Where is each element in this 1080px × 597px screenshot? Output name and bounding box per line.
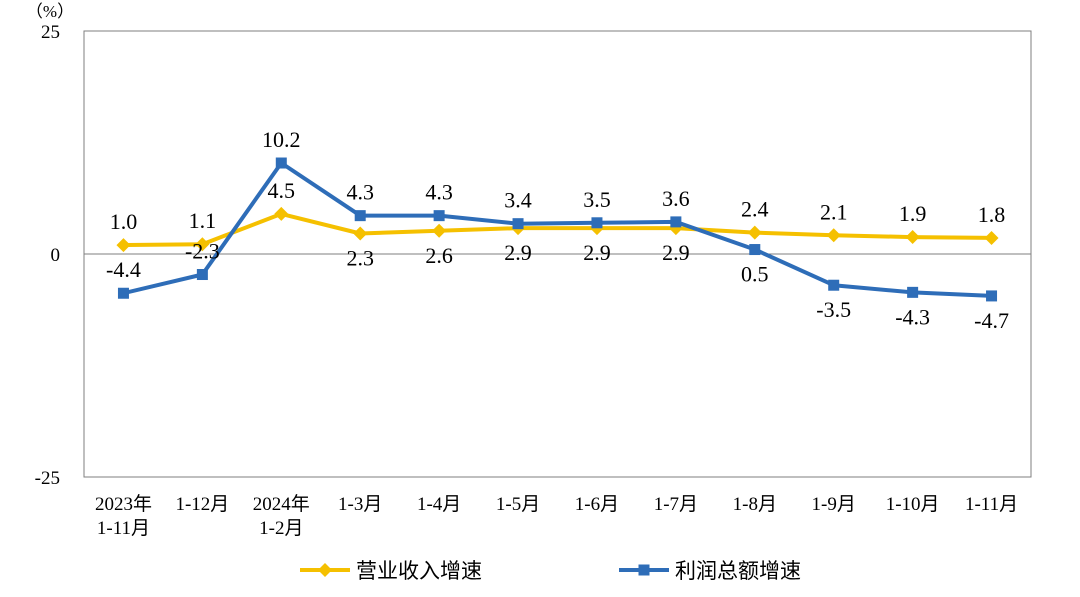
x-tick-label: 2024年 bbox=[253, 493, 310, 515]
series-line-1 bbox=[121, 161, 994, 298]
series-1-point bbox=[828, 279, 840, 291]
series-0-data-label: 1.1 bbox=[189, 208, 217, 233]
series-0-data-label: 2.9 bbox=[583, 240, 611, 265]
y-tick-label: -25 bbox=[35, 468, 60, 489]
series-1-data-label: 10.2 bbox=[262, 127, 301, 152]
series-0-data-label: 2.9 bbox=[662, 240, 690, 265]
series-0-data-label: 2.9 bbox=[504, 240, 532, 265]
x-tick-label: 1-11月 bbox=[965, 494, 1018, 515]
series-1-point bbox=[749, 244, 761, 256]
x-tick-label: 1-7月 bbox=[654, 494, 698, 515]
series-0-point bbox=[195, 237, 210, 252]
series-0-data-label: 1.0 bbox=[110, 209, 138, 234]
series-1-point bbox=[196, 269, 208, 281]
series-0-point bbox=[432, 223, 447, 238]
legend: 营业收入增速 利润总额增速 bbox=[300, 559, 801, 583]
x-axis-ticks: 2023年 1-11月 1-12月 2024年 1-2月 1-3月 1-4月 1-5月 1-6月… bbox=[95, 493, 1018, 539]
series-1-point bbox=[670, 216, 682, 228]
series-0-data-label: 1.9 bbox=[899, 201, 927, 226]
series-1-point bbox=[591, 217, 603, 229]
series-0-data-label: 2.1 bbox=[820, 199, 848, 224]
series-1-data-label: -4.4 bbox=[106, 257, 141, 282]
x-tick-label: 1-9月 bbox=[812, 494, 856, 515]
x-tick-label: 1-12月 bbox=[175, 494, 229, 515]
series-0-point bbox=[826, 228, 841, 243]
series-0-data-label: 4.5 bbox=[268, 178, 296, 203]
series-1-data-label: 4.3 bbox=[346, 180, 374, 205]
series-0-data-label: 2.6 bbox=[425, 243, 453, 268]
data-labels: 1.0 1.1 4.5 2.3 2.6 2.9 2.9 2.9 2.4 2.1 1.9 1.8 -4.4… bbox=[106, 127, 1009, 333]
series-line-0 bbox=[121, 211, 994, 248]
y-tick-label: 0 bbox=[51, 245, 61, 266]
series-1-point bbox=[986, 290, 998, 302]
series-1-point bbox=[117, 287, 129, 299]
legend-label-1: 利润总额增速 bbox=[675, 559, 801, 583]
series-1-point bbox=[433, 210, 445, 222]
series-0-data-label: 2.4 bbox=[741, 197, 769, 222]
series-1-point bbox=[907, 286, 919, 298]
series-1-data-label: 3.5 bbox=[583, 187, 611, 212]
series-1-point bbox=[512, 218, 524, 230]
legend-marker-1 bbox=[638, 564, 650, 576]
series-layer bbox=[116, 157, 999, 302]
x-tick-label: 1-3月 bbox=[338, 494, 382, 515]
series-0-point bbox=[984, 230, 999, 245]
x-tick-label: 1-5月 bbox=[496, 494, 540, 515]
x-tick-label: 1-2月 bbox=[259, 518, 303, 539]
x-tick-label: 1-8月 bbox=[733, 494, 777, 515]
series-1-data-label: -4.7 bbox=[974, 308, 1009, 333]
x-tick-label: 1-11月 bbox=[97, 518, 150, 539]
unit-label: （%） bbox=[26, 2, 74, 21]
series-1-data-label: 4.3 bbox=[425, 180, 453, 205]
x-tick-label: 2023年 bbox=[95, 493, 152, 515]
legend-marker-0 bbox=[318, 563, 332, 577]
series-1-point bbox=[354, 210, 366, 222]
y-tick-label: 25 bbox=[41, 22, 60, 43]
series-1-data-label: 0.5 bbox=[741, 262, 769, 287]
series-0-point bbox=[353, 226, 368, 241]
series-1-data-label: -4.3 bbox=[895, 304, 930, 329]
series-1-data-label: -3.5 bbox=[816, 297, 851, 322]
y-axis-ticks: 25 0 -25 bbox=[35, 22, 60, 489]
series-1-point bbox=[275, 157, 287, 169]
series-1-data-label: 3.4 bbox=[504, 188, 532, 213]
series-0-point bbox=[905, 230, 920, 245]
legend-label-0: 营业收入增速 bbox=[356, 559, 482, 583]
series-0-point bbox=[747, 225, 762, 240]
x-tick-label: 1-4月 bbox=[417, 494, 461, 515]
series-0-point bbox=[116, 238, 131, 253]
series-0-data-label: 1.8 bbox=[978, 202, 1006, 227]
series-1-data-label: -2.3 bbox=[185, 239, 220, 264]
series-0-data-label: 2.3 bbox=[346, 245, 374, 270]
series-1-data-label: 3.6 bbox=[662, 186, 690, 211]
x-tick-label: 1-6月 bbox=[575, 494, 619, 515]
x-tick-label: 1-10月 bbox=[886, 494, 940, 515]
series-0-point bbox=[274, 206, 289, 221]
